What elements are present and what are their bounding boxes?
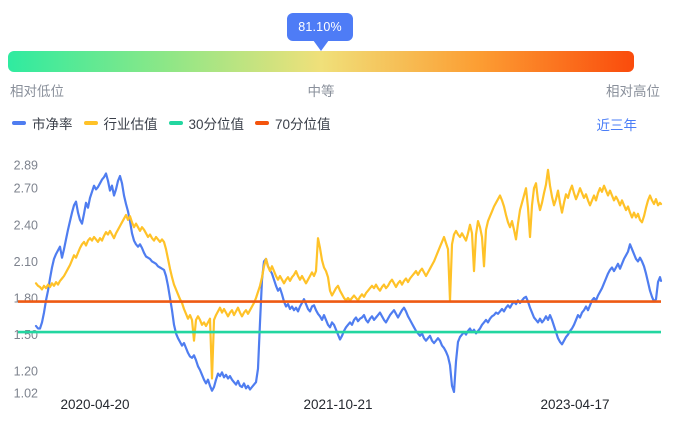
valuation-gauge-bar[interactable] <box>8 51 634 72</box>
x-axis-date-label: 2023-04-17 <box>540 397 609 412</box>
legend-item-pb-ratio[interactable]: 市净率 <box>12 113 73 133</box>
line-chart-area[interactable]: 2.89 2.70 2.40 2.10 1.80 1.50 1.20 1.02 2020-04-… <box>0 150 686 442</box>
y-axis-tick-label: 2.70 <box>14 182 38 196</box>
y-axis-tick-label: 1.20 <box>14 365 38 379</box>
percentile-30-dash-icon <box>168 121 183 125</box>
pb-ratio-line <box>34 172 663 393</box>
legend-item-70th-percentile[interactable]: 70分位值 <box>255 113 331 133</box>
gauge-label-high: 相对高位 <box>606 84 660 99</box>
tooltip-pointer-icon <box>313 40 329 51</box>
y-axis-tick-label: 1.02 <box>14 387 38 401</box>
gauge-label-low: 相对低位 <box>10 84 64 99</box>
chart-legend: 市净率 行业估值 30分位值 70分位值 <box>12 114 331 132</box>
industry-valuation-line <box>34 168 663 380</box>
pb-ratio-dash-icon <box>12 121 26 125</box>
percentile-value: 81.10% <box>298 20 342 34</box>
legend-item-industry-valuation[interactable]: 行业估值 <box>83 113 158 133</box>
percentile-70-dash-icon <box>255 121 270 125</box>
percentile-tooltip: 81.10% <box>287 13 353 41</box>
y-axis-tick-label: 1.80 <box>14 291 38 305</box>
time-range-link[interactable]: 近三年 <box>596 118 638 133</box>
legend-item-30th-percentile[interactable]: 30分位值 <box>168 113 244 133</box>
valuation-line-chart[interactable]: 2.89 2.70 2.40 2.10 1.80 1.50 1.20 1.02 2020-04-… <box>0 150 686 442</box>
industry-valuation-dash-icon <box>83 121 98 125</box>
y-axis-tick-label: 1.50 <box>14 328 38 342</box>
y-axis-tick-label: 2.89 <box>14 159 38 173</box>
y-axis-tick-label: 2.10 <box>14 255 38 269</box>
gauge-label-mid: 中等 <box>307 84 335 99</box>
x-axis-date-label: 2020-04-20 <box>60 397 129 412</box>
y-axis-tick-label: 2.40 <box>14 218 38 232</box>
x-axis-date-label: 2021-10-21 <box>303 397 372 412</box>
